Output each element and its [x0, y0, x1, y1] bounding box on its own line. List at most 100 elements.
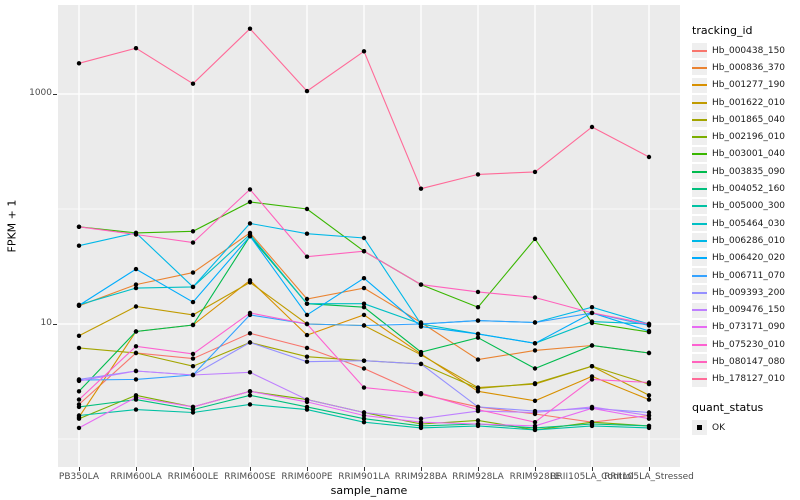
x-tick-mark [591, 467, 593, 471]
x-tick-label: RRIM901LA [338, 472, 390, 482]
legend-item-label: Hb_004052_160 [712, 184, 786, 195]
legend-key-box [692, 198, 707, 214]
data-point [361, 301, 367, 306]
data-point [304, 296, 310, 302]
data-point [190, 404, 196, 410]
legend-quant-block: quant_status OK [690, 401, 800, 436]
legend-line-swatch [692, 239, 707, 242]
legend-key-box [692, 77, 707, 93]
data-point [247, 310, 253, 316]
data-point [190, 312, 196, 318]
y-tick-label: 10 [40, 318, 52, 328]
data-point [76, 425, 82, 431]
legend-key-box [692, 43, 707, 59]
data-point [247, 187, 253, 192]
legend-item-Hb_009476_150: Hb_009476_150 [690, 301, 800, 318]
data-point [361, 385, 367, 390]
data-point [418, 425, 424, 431]
legend-item-Hb_005464_030: Hb_005464_030 [690, 215, 800, 232]
legend-item-Hb_000438_150: Hb_000438_150 [690, 42, 800, 59]
legend-line-swatch [692, 343, 707, 346]
data-point [418, 391, 424, 396]
data-point [133, 395, 139, 400]
legend-line-swatch [692, 118, 707, 121]
data-point [646, 154, 652, 160]
data-point [589, 124, 595, 130]
legend-item-Hb_005000_300: Hb_005000_300 [690, 198, 800, 215]
data-point [361, 358, 367, 363]
x-tick-label: RRIM928BA [394, 472, 448, 482]
y-axis-title: FPKM + 1 [5, 199, 19, 253]
x-tick-label: RRIM600SE [224, 472, 276, 482]
data-point [361, 323, 367, 328]
x-tick-mark [306, 467, 308, 471]
data-point [532, 348, 538, 353]
data-point [646, 321, 652, 327]
data-point [304, 206, 310, 212]
data-point [133, 282, 139, 287]
data-point [76, 345, 82, 351]
legend-item-label: Hb_002196_010 [712, 132, 786, 143]
legend-item-label: Hb_006420_020 [712, 253, 786, 264]
data-point [475, 172, 481, 177]
data-point [247, 26, 253, 31]
legend-line-swatch [692, 170, 707, 173]
data-point [646, 425, 652, 431]
legend-item-label: Hb_001622_010 [712, 97, 786, 108]
legend-key-box [692, 354, 707, 370]
legend-item-label: Hb_073171_090 [712, 322, 786, 333]
data-point [361, 249, 367, 254]
legend-line-swatch [692, 205, 707, 208]
data-point [361, 305, 367, 310]
legend-key-box [692, 60, 707, 76]
y-tick-mark [53, 323, 57, 325]
data-point [532, 169, 538, 175]
x-tick-mark [363, 467, 365, 471]
x-tick-mark [420, 467, 422, 471]
legend-key-box [692, 371, 707, 387]
data-point [247, 340, 253, 345]
legend-line-swatch [692, 66, 707, 69]
x-tick-mark [477, 467, 479, 471]
plot-panel [58, 5, 680, 467]
legend-entries: Hb_000438_150 Hb_000836_370 Hb_001277_190 H… [690, 42, 800, 388]
legend-item-label: Hb_005000_300 [712, 201, 786, 212]
y-tick-label: 1000 [29, 88, 52, 98]
data-point [247, 370, 253, 375]
legend-item-Hb_178127_010: Hb_178127_010 [690, 371, 800, 388]
legend-line-swatch [692, 84, 707, 87]
data-point [76, 333, 82, 338]
data-point [418, 321, 424, 327]
data-point [247, 393, 253, 398]
data-point [133, 232, 139, 237]
legend-item-label: Hb_006286_010 [712, 235, 786, 246]
x-tick-label: RRIM600LE [167, 472, 219, 482]
legend-line-swatch [692, 257, 707, 260]
x-tick-label: RRII105LA_Control [550, 472, 634, 482]
legend-line-swatch [692, 153, 707, 156]
data-point [190, 299, 196, 305]
data-point [646, 380, 652, 385]
data-point [361, 420, 367, 425]
data-point [304, 301, 310, 306]
legend-line-swatch [692, 291, 707, 294]
data-point [133, 304, 139, 309]
legend-line-swatch [692, 136, 707, 139]
data-point [646, 393, 652, 398]
data-point [304, 407, 310, 412]
data-point [247, 221, 253, 226]
legend-key-box [692, 112, 707, 128]
data-point [76, 413, 82, 418]
data-point [532, 420, 538, 425]
data-point [304, 254, 310, 259]
legend-line-swatch [692, 222, 707, 225]
legend-item-Hb_006711_070: Hb_006711_070 [690, 267, 800, 284]
data-point [133, 350, 139, 356]
legend-line-swatch [692, 360, 707, 363]
legend-key-box [692, 250, 707, 266]
data-point [190, 240, 196, 245]
data-point [532, 410, 538, 415]
data-point [304, 399, 310, 405]
data-point [133, 266, 139, 272]
